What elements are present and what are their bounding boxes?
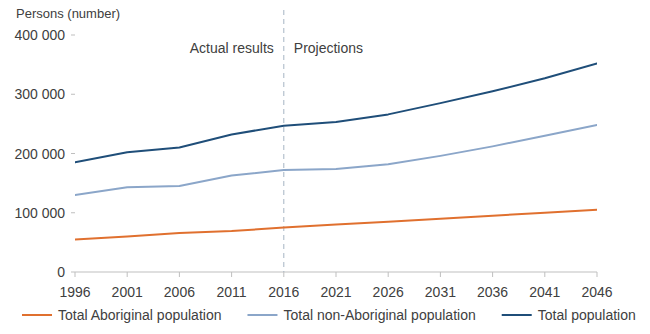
x-tick-label: 2006 [164, 284, 195, 300]
x-tick-label: 2001 [112, 284, 143, 300]
chart: Persons (number) 0 100 000 200 000 300 000 40… [0, 0, 650, 334]
legend-label: Total non-Aboriginal population [283, 307, 475, 323]
x-tick [336, 272, 337, 277]
y-tick [71, 272, 75, 273]
x-tick [388, 272, 389, 277]
x-tick-label: 1996 [59, 284, 90, 300]
y-tick-label: 200 000 [14, 146, 65, 162]
x-tick-label: 2021 [320, 284, 351, 300]
y-tick [71, 35, 75, 36]
y-tick [71, 94, 75, 95]
y-tick [71, 153, 75, 154]
x-tick [544, 272, 545, 277]
x-tick-label: 2011 [217, 284, 247, 300]
x-tick [231, 272, 232, 277]
y-tick-label: 0 [57, 264, 65, 280]
x-tick-label: 2031 [425, 284, 456, 300]
y-tick-label: 300 000 [14, 86, 65, 102]
x-tick [597, 272, 598, 277]
x-tick-label: 2016 [268, 284, 299, 300]
annotation: Actual results [190, 40, 274, 56]
x-tick-label: 2036 [477, 284, 508, 300]
x-tick [75, 272, 76, 277]
x-tick [440, 272, 441, 277]
y-tick [71, 212, 75, 213]
legend-label: Total population [538, 307, 636, 323]
legend-label: Total Aboriginal population [58, 307, 221, 323]
x-tick [179, 272, 180, 277]
series-line [75, 125, 597, 195]
reference-line [283, 10, 284, 272]
x-tick-label: 2046 [581, 284, 612, 300]
annotation: Projections [294, 40, 363, 56]
x-tick [283, 272, 284, 277]
y-tick-label: 100 000 [14, 205, 65, 221]
series-line [75, 63, 597, 162]
y-tick-label: 400 000 [14, 27, 65, 43]
x-tick [492, 272, 493, 277]
series-group [75, 63, 597, 239]
series-line [75, 210, 597, 240]
x-tick [127, 272, 128, 277]
legend-swatch [247, 314, 277, 316]
y-axis-label: Persons (number) [16, 6, 120, 21]
x-tick-label: 2026 [373, 284, 404, 300]
legend-swatch [22, 314, 52, 316]
x-tick-label: 2041 [529, 284, 560, 300]
legend-swatch [502, 314, 532, 316]
